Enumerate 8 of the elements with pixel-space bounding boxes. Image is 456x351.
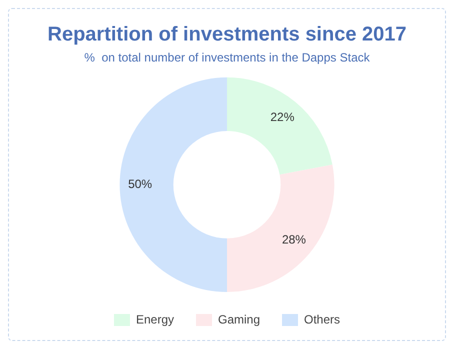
chart-title: Repartition of investments since 2017 (47, 24, 407, 46)
data-label: 50% (128, 177, 152, 192)
legend-label: Gaming (218, 312, 260, 326)
data-label: 22% (270, 110, 295, 124)
legend-label: Energy (136, 312, 174, 326)
legend-label: Others (304, 312, 340, 326)
chart-subtitle: % on total number of investments in the Dapps Stack (84, 50, 371, 65)
data-label: 28% (282, 232, 306, 246)
